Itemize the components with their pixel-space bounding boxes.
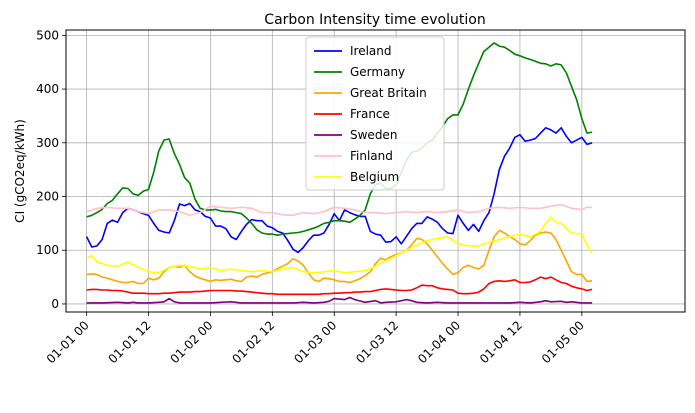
y-tick-label: 400: [36, 82, 59, 96]
y-tick-label: 200: [36, 190, 59, 204]
series-line-finland: [86, 203, 593, 217]
legend-box: [305, 36, 445, 191]
x-tick-label: 01-04 00: [415, 318, 463, 366]
legend-label: France: [350, 107, 390, 121]
legend-label: Great Britain: [350, 86, 427, 100]
y-axis: 0 100 200 300 400 500: [36, 28, 66, 311]
series-line-germany: [86, 42, 593, 236]
plot-area: [85, 42, 593, 304]
legend-label: Finland: [350, 149, 393, 163]
x-axis: 01-01 00 01-01 12 01-02 00 01-02 12 01-03 00…: [44, 312, 587, 366]
x-tick-label: 01-03 00: [291, 318, 339, 366]
chart-title: Carbon Intensity time evolution: [264, 12, 485, 28]
series-line-sweden: [86, 296, 593, 304]
y-tick-label: 100: [36, 243, 59, 257]
x-tick-label: 01-05 00: [539, 318, 587, 366]
x-tick-label: 01-03 12: [353, 318, 401, 366]
y-tick-label: 500: [36, 28, 59, 42]
legend-label: Ireland: [350, 44, 392, 58]
series-line-france: [86, 276, 593, 296]
legend-label: Belgium: [350, 170, 399, 184]
legend-label: Germany: [350, 65, 405, 79]
series-line-belgium: [86, 216, 593, 274]
x-tick-label: 01-01 00: [44, 318, 92, 366]
y-tick-label: 0: [51, 297, 59, 311]
plot-frame: [65, 29, 686, 313]
x-tick-label: 01-01 12: [106, 318, 154, 366]
y-axis-label: CI (gCO2eq/kWh): [13, 119, 27, 223]
legend: Ireland Germany Great Britain France Sweden F…: [305, 36, 445, 191]
x-tick-label: 01-02 12: [229, 318, 277, 366]
legend-label: Sweden: [350, 128, 397, 142]
series-line-great-britain: [86, 229, 593, 285]
x-tick-label: 01-04 12: [477, 318, 525, 366]
x-tick-label: 01-02 00: [168, 318, 216, 366]
y-tick-label: 300: [36, 136, 59, 150]
